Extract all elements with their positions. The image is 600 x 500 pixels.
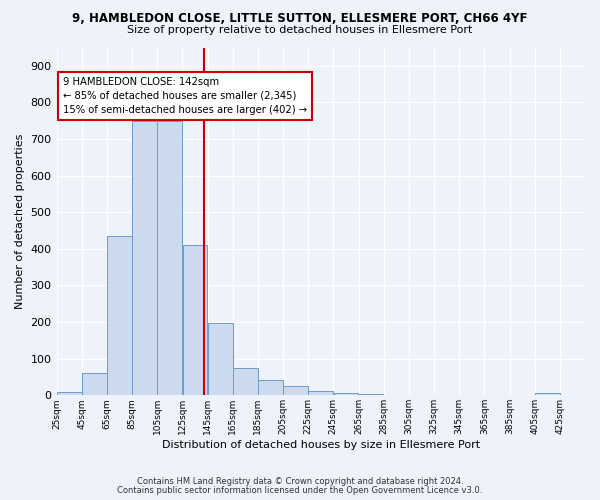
Bar: [132, 120, 157, 396]
Bar: [334, 394, 358, 396]
Y-axis label: Number of detached properties: Number of detached properties: [15, 134, 25, 309]
Bar: [359, 394, 383, 396]
Bar: [82, 374, 107, 396]
Text: Size of property relative to detached houses in Ellesmere Port: Size of property relative to detached ho…: [127, 25, 473, 35]
Bar: [107, 236, 132, 396]
Bar: [308, 390, 333, 396]
Bar: [57, 392, 82, 396]
X-axis label: Distribution of detached houses by size in Ellesmere Port: Distribution of detached houses by size …: [162, 440, 480, 450]
Bar: [157, 120, 182, 396]
Bar: [535, 394, 560, 396]
Text: Contains HM Land Registry data © Crown copyright and database right 2024.: Contains HM Land Registry data © Crown c…: [137, 477, 463, 486]
Bar: [258, 380, 283, 396]
Text: 9 HAMBLEDON CLOSE: 142sqm
← 85% of detached houses are smaller (2,345)
15% of se: 9 HAMBLEDON CLOSE: 142sqm ← 85% of detac…: [63, 77, 307, 115]
Bar: [182, 245, 208, 396]
Bar: [233, 368, 257, 396]
Bar: [283, 386, 308, 396]
Bar: [208, 323, 233, 396]
Text: 9, HAMBLEDON CLOSE, LITTLE SUTTON, ELLESMERE PORT, CH66 4YF: 9, HAMBLEDON CLOSE, LITTLE SUTTON, ELLES…: [72, 12, 528, 26]
Text: Contains public sector information licensed under the Open Government Licence v3: Contains public sector information licen…: [118, 486, 482, 495]
